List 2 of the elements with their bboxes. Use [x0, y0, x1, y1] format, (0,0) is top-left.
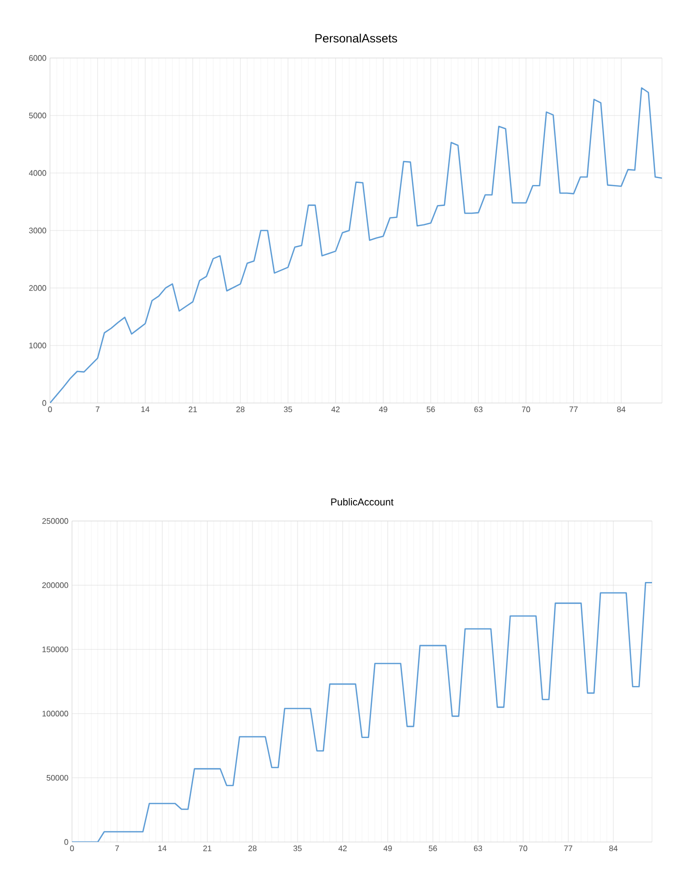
chart-title: PublicAccount — [331, 498, 394, 506]
chart-title: PersonalAssets — [315, 34, 398, 42]
